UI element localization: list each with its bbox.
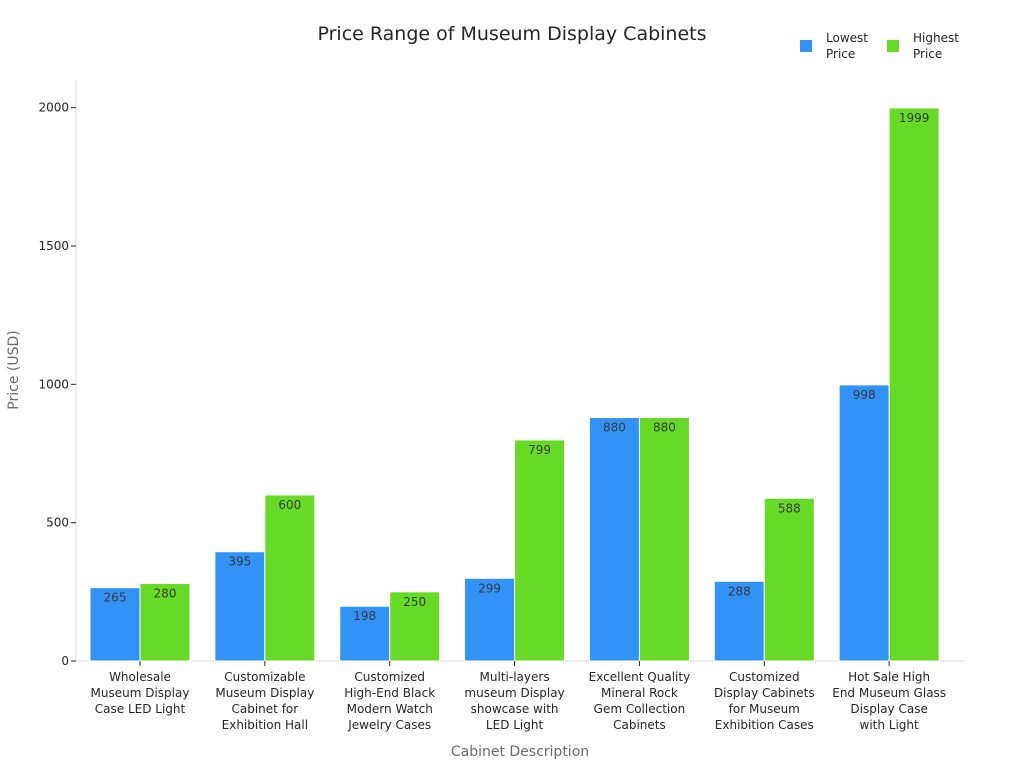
x-ticks: Wholesale Museum Display Case LED Light Cus… xyxy=(91,661,946,732)
x-tick-label-line: Hot Sale High xyxy=(848,670,930,684)
bar-series-2 xyxy=(763,497,815,662)
bar-value-label: 998 xyxy=(853,388,876,402)
bar-series-1 xyxy=(214,551,266,662)
y-tick-label: 0 xyxy=(61,654,69,668)
x-tick-label-line: Mineral Rock xyxy=(601,686,678,700)
bar-series-1 xyxy=(838,384,890,662)
y-tick-label: 1500 xyxy=(38,239,69,253)
bar-value-label: 299 xyxy=(478,581,501,595)
bar-value-label: 1999 xyxy=(899,111,930,125)
x-tick-label: Customizable Museum Display Cabinet for Exh… xyxy=(215,670,314,732)
bar-value-label: 588 xyxy=(778,501,801,515)
bar-series-1 xyxy=(588,417,640,662)
bar-value-label: 600 xyxy=(278,498,301,512)
bar-value-label: 280 xyxy=(154,587,177,601)
bar-series-1 xyxy=(464,577,516,662)
x-tick-label-line: Gem Collection xyxy=(594,702,686,716)
x-tick-label-line: Exhibition Cases xyxy=(715,718,814,732)
x-tick-label-line: Jewelry Cases xyxy=(347,718,431,732)
legend: Lowest Price Highest Price xyxy=(800,31,959,61)
legend-swatch-series-1 xyxy=(800,40,812,52)
legend-label-series-2: Highest Price xyxy=(913,31,959,61)
x-tick-label-line: showcase with xyxy=(471,702,559,716)
x-tick-label: Customized High-End Black Modern Watch Jewe… xyxy=(344,670,435,732)
x-tick-label-line: End Museum Glass xyxy=(832,686,946,700)
bar-series-2 xyxy=(514,439,566,662)
x-tick-label: Hot Sale High End Museum Glass Display Cas… xyxy=(832,670,946,732)
x-tick-label-line: LED Light xyxy=(486,718,544,732)
bar-series-2 xyxy=(139,583,191,662)
bar-value-label: 799 xyxy=(528,443,551,457)
bar-value-label: 250 xyxy=(403,595,426,609)
x-tick-label: Excellent Quality Mineral Rock Gem Collect… xyxy=(589,670,691,732)
bar-value-label: 395 xyxy=(228,555,251,569)
legend-label-line: Price xyxy=(826,47,855,61)
x-tick-label-line: Customized xyxy=(729,670,800,684)
x-tick-label-line: Cabinets xyxy=(613,718,666,732)
x-tick-label: Customized Display Cabinets for Museum Exhi… xyxy=(714,670,815,732)
x-tick-label-line: Case LED Light xyxy=(95,702,186,716)
x-tick-label-line: Modern Watch xyxy=(347,702,433,716)
y-ticks: 0 500 1000 1500 2000 xyxy=(38,101,76,668)
x-tick-label-line: Wholesale xyxy=(109,670,171,684)
legend-label-line: Price xyxy=(913,47,942,61)
x-tick-label-line: with Light xyxy=(860,718,920,732)
x-tick-label-line: Multi-layers xyxy=(480,670,550,684)
bar-series-2 xyxy=(389,591,441,662)
x-tick-label-line: High-End Black xyxy=(344,686,435,700)
x-tick-label-line: Customized xyxy=(354,670,425,684)
x-axis-label: Cabinet Description xyxy=(451,744,589,760)
y-tick-label: 1000 xyxy=(38,377,69,391)
x-tick-label-line: Customizable xyxy=(224,670,305,684)
bar-series-1 xyxy=(339,605,391,662)
bar-series-2 xyxy=(264,494,316,662)
x-tick-label-line: Display Case xyxy=(850,702,927,716)
bar-series-2 xyxy=(638,417,690,662)
legend-label-line: Lowest xyxy=(826,31,868,45)
bar-value-label: 288 xyxy=(728,584,751,598)
bar-value-label: 198 xyxy=(353,609,376,623)
legend-swatch-series-2 xyxy=(887,40,899,52)
x-tick-label-line: Exhibition Hall xyxy=(222,718,308,732)
bar-value-label: 880 xyxy=(653,421,676,435)
x-tick-label-line: Museum Display xyxy=(91,686,190,700)
legend-label-series-1: Lowest Price xyxy=(826,31,868,61)
x-tick-label-line: for Museum xyxy=(729,702,800,716)
x-tick-label-line: Excellent Quality xyxy=(589,670,691,684)
x-tick-label: Multi-layers museum Display showcase with L… xyxy=(464,670,564,732)
chart-title: Price Range of Museum Display Cabinets xyxy=(317,23,706,45)
x-tick-label-line: Museum Display xyxy=(215,686,314,700)
y-tick-label: 500 xyxy=(46,516,69,530)
legend-label-line: Highest xyxy=(913,31,959,45)
x-tick-label-line: museum Display xyxy=(464,686,564,700)
x-tick-label-line: Cabinet for xyxy=(232,702,299,716)
y-tick-label: 2000 xyxy=(38,101,69,115)
bar-series-1 xyxy=(89,587,141,662)
bars: 265 280 395 600 198 250 299 799 880 880 288 588 998 1… xyxy=(89,107,940,662)
y-axis-label: Price (USD) xyxy=(6,330,22,409)
bar-series-2 xyxy=(888,107,940,662)
bar-value-label: 265 xyxy=(104,591,127,605)
x-tick-label-line: Display Cabinets xyxy=(714,686,815,700)
bar-value-label: 880 xyxy=(603,421,626,435)
x-tick-label: Wholesale Museum Display Case LED Light xyxy=(91,670,190,716)
